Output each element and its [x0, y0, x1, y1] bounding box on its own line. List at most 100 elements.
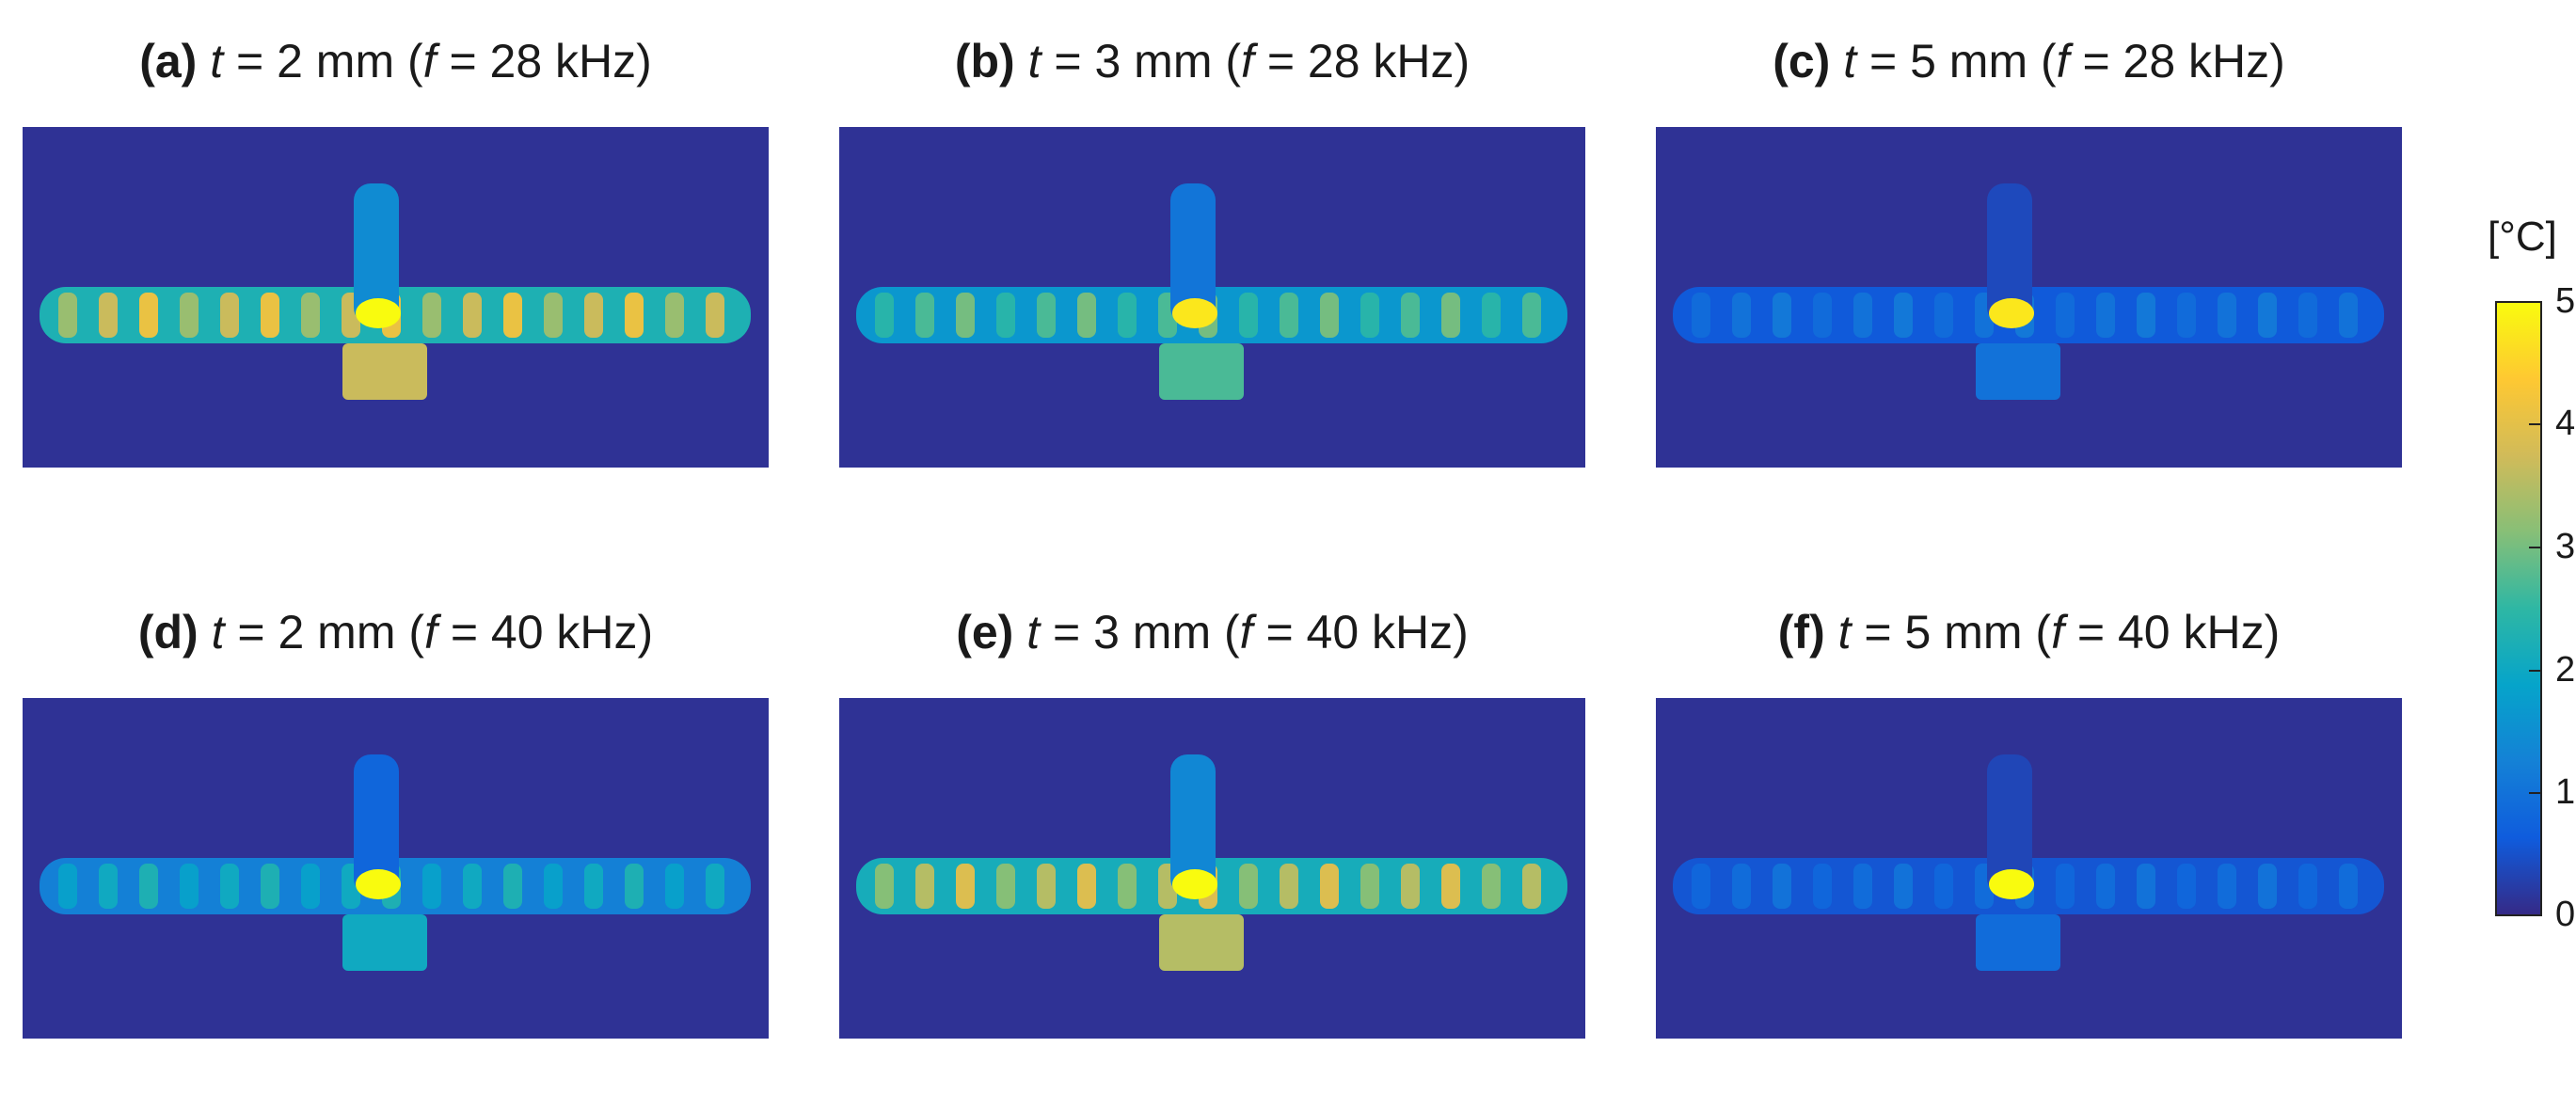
- colorbar-tick-label: 3: [2555, 527, 2576, 566]
- hot-band: [1773, 293, 1791, 338]
- colorbar-tick-label: 1: [2555, 772, 2576, 812]
- hot-band: [915, 864, 934, 909]
- thickness-value: = 2 mm (: [223, 35, 423, 87]
- hot-band: [2339, 864, 2358, 909]
- hot-band: [180, 293, 199, 338]
- thickness-value: = 5 mm (: [1851, 606, 2052, 659]
- hot-band: [261, 293, 279, 338]
- hot-band: [2096, 293, 2115, 338]
- colorbar-tick-mark: [2529, 423, 2542, 425]
- thickness-variable: t: [1026, 606, 1041, 659]
- hot-band: [2177, 864, 2196, 909]
- hot-band: [625, 864, 644, 909]
- hot-band: [301, 864, 320, 909]
- hot-band: [1441, 864, 1460, 909]
- hot-band: [1894, 293, 1913, 338]
- contact-block: [1976, 914, 2060, 971]
- hot-band: [261, 864, 279, 909]
- hot-band: [1732, 293, 1751, 338]
- hot-spot: [356, 298, 401, 328]
- hot-band: [1692, 293, 1710, 338]
- frequency-value: = 40 kHz): [2063, 606, 2281, 659]
- hot-band: [58, 293, 77, 338]
- thermal-image-b: [839, 127, 1585, 468]
- hot-band: [875, 293, 894, 338]
- contact-block: [1976, 343, 2060, 400]
- panel-e-title: (e) t = 3 mm (f = 40 kHz): [839, 599, 1585, 665]
- colorbar-tick-mark: [2529, 792, 2542, 794]
- thickness-variable: t: [1027, 35, 1042, 87]
- contact-block: [342, 343, 427, 400]
- hot-band: [1853, 864, 1872, 909]
- hot-band: [544, 293, 563, 338]
- hot-band: [1934, 293, 1953, 338]
- hot-band: [2056, 864, 2075, 909]
- hot-band: [2137, 864, 2155, 909]
- thermal-image-d: [23, 698, 769, 1039]
- colorbar-tick-mark: [2529, 670, 2542, 672]
- frequency-value: = 40 kHz): [1252, 606, 1469, 659]
- panel-letter: (e): [956, 606, 1014, 659]
- hot-band: [503, 864, 522, 909]
- hot-band: [422, 864, 441, 909]
- frequency-variable: f: [1239, 606, 1253, 659]
- hot-band: [2137, 293, 2155, 338]
- thickness-variable: t: [211, 606, 225, 659]
- probe: [1170, 183, 1216, 325]
- panel-letter: (b): [954, 35, 1015, 87]
- frequency-variable: f: [422, 35, 437, 87]
- hot-band: [2258, 864, 2277, 909]
- contact-block: [342, 914, 427, 971]
- frequency-value: = 40 kHz): [437, 606, 654, 659]
- hot-band: [996, 864, 1015, 909]
- hot-band: [1401, 864, 1420, 909]
- thickness-value: = 2 mm (: [224, 606, 425, 659]
- hot-band: [1239, 864, 1258, 909]
- hot-band: [875, 864, 894, 909]
- hot-band: [2096, 864, 2115, 909]
- hot-band: [2218, 293, 2236, 338]
- hot-band: [1077, 293, 1096, 338]
- hot-band: [220, 293, 239, 338]
- hot-band: [1280, 864, 1298, 909]
- hot-band: [1482, 864, 1501, 909]
- probe: [354, 183, 399, 325]
- colorbar-tick-label: 2: [2555, 650, 2576, 690]
- thickness-variable: t: [1837, 606, 1852, 659]
- hot-band: [1522, 864, 1541, 909]
- contact-block: [1159, 914, 1244, 971]
- hot-spot: [1989, 869, 2034, 899]
- panel-c-title: (c) t = 5 mm (f = 28 kHz): [1656, 28, 2402, 94]
- hot-band: [1360, 293, 1379, 338]
- hot-band: [956, 293, 975, 338]
- hot-band: [139, 293, 158, 338]
- hot-band: [1813, 864, 1832, 909]
- panel-a-title: (a) t = 2 mm (f = 28 kHz): [23, 28, 769, 94]
- hot-band: [1118, 293, 1137, 338]
- hot-band: [220, 864, 239, 909]
- hot-band: [58, 864, 77, 909]
- colorbar-tick-label: 4: [2555, 404, 2576, 443]
- frequency-variable: f: [2051, 606, 2064, 659]
- hot-band: [706, 293, 724, 338]
- hot-band: [1522, 293, 1541, 338]
- panel-letter: (a): [139, 35, 198, 87]
- thickness-variable: t: [1843, 35, 1857, 87]
- colorbar: [2495, 301, 2542, 916]
- hot-spot: [356, 869, 401, 899]
- colorbar-unit-label: [°C]: [2488, 214, 2557, 260]
- hot-band: [2339, 293, 2358, 338]
- colorbar-tick-mark: [2529, 914, 2542, 916]
- hot-band: [503, 293, 522, 338]
- hot-band: [2258, 293, 2277, 338]
- hot-band: [584, 293, 603, 338]
- hot-band: [1077, 864, 1096, 909]
- probe: [1170, 754, 1216, 896]
- hot-band: [1118, 864, 1137, 909]
- hot-band: [99, 293, 118, 338]
- hot-band: [2298, 293, 2317, 338]
- thickness-value: = 3 mm (: [1041, 35, 1242, 87]
- hot-spot: [1172, 869, 1217, 899]
- hot-band: [665, 864, 684, 909]
- contact-block: [1159, 343, 1244, 400]
